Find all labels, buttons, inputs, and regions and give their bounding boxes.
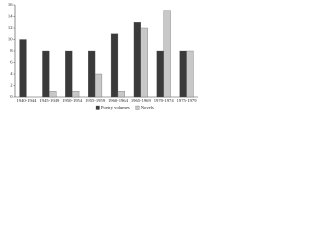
chart: 0 2 4 6 8 10 12 14 16 1940-1944 1945-1949 1950-1954… <box>8 2 198 110</box>
bar <box>110 33 119 98</box>
x-tick-label: 1965-1969 <box>131 98 152 103</box>
y-tick-label: 0 <box>10 94 13 99</box>
legend-label: Poetry volumes <box>101 105 130 110</box>
legend-swatch <box>95 105 100 110</box>
y-tick-label: 4 <box>10 71 13 76</box>
bar <box>49 91 57 98</box>
bar <box>88 50 96 98</box>
bar <box>186 50 194 98</box>
bar <box>42 50 50 98</box>
y-tick-label: 2 <box>10 83 13 88</box>
bar <box>65 50 73 98</box>
legend-swatch <box>135 105 140 110</box>
x-tick-label: 1950-1954 <box>62 98 83 103</box>
x-tick-label: 1960-1964 <box>108 98 129 103</box>
x-tick-label: 1955-1959 <box>85 98 106 103</box>
y-tick-label: 6 <box>10 60 13 65</box>
bar <box>133 22 141 98</box>
y-tick-label: 16 <box>8 2 13 7</box>
x-tick-label: 1975-1979 <box>177 98 198 103</box>
bar <box>163 10 171 98</box>
bar <box>72 91 80 98</box>
y-tick-label: 8 <box>10 48 13 53</box>
x-tick-label: 1940-1944 <box>16 98 37 103</box>
bar <box>94 73 103 98</box>
y-tick-label: 10 <box>8 37 13 42</box>
bar <box>156 50 164 98</box>
bar <box>19 39 27 98</box>
y-tick-label: 12 <box>8 25 13 30</box>
x-tick-label: 1945-1949 <box>39 98 60 103</box>
bar <box>117 91 125 98</box>
legend-label: Novels <box>141 105 154 110</box>
bar <box>140 27 148 98</box>
y-tick-label: 14 <box>8 14 13 19</box>
bar <box>179 50 187 98</box>
x-tick-label: 1970-1974 <box>154 98 175 103</box>
